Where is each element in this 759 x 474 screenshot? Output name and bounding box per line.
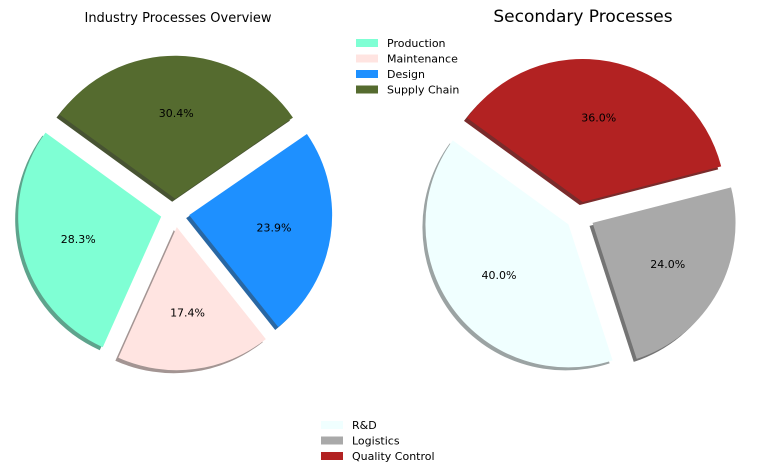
legend-swatch bbox=[321, 421, 343, 429]
slice-percent-label: 36.0% bbox=[581, 112, 616, 125]
chart-2-legend: R&D Logistics Quality Control bbox=[321, 419, 435, 463]
slice-percent-label: 40.0% bbox=[482, 269, 517, 282]
slice-percent-label: 23.9% bbox=[257, 222, 292, 235]
pie-slice-maintenance bbox=[118, 227, 266, 371]
legend-swatch bbox=[321, 452, 343, 460]
chart-1-title: Industry Processes Overview bbox=[84, 11, 271, 26]
chart-2-pie: 40.0% 24.0% 36.0% bbox=[422, 58, 736, 371]
legend-label: R&D bbox=[352, 419, 377, 432]
pie-slice-design bbox=[189, 133, 333, 327]
pie-slice-production bbox=[18, 132, 162, 348]
legend-swatch bbox=[356, 54, 378, 63]
pie-slice-supply-chain bbox=[59, 55, 293, 199]
slice-percent-label: 24.0% bbox=[650, 258, 685, 271]
legend-label: Supply Chain bbox=[387, 84, 459, 97]
pie-slice-quality-control bbox=[466, 58, 722, 202]
legend-label: Design bbox=[387, 68, 425, 81]
legend-label: Production bbox=[387, 37, 446, 50]
legend-swatch bbox=[356, 85, 378, 94]
legend-swatch bbox=[356, 39, 378, 47]
legend-label: Maintenance bbox=[387, 53, 458, 66]
chart-1-legend: Production Maintenance Design Supply Chain bbox=[356, 37, 459, 97]
slice-percent-label: 17.4% bbox=[170, 306, 205, 319]
pie-slice-logistics bbox=[592, 187, 736, 359]
legend-label: Logistics bbox=[352, 435, 400, 448]
chart-1-pie: 28.3% 17.4% 23.9% 30.4% bbox=[15, 55, 333, 374]
slice-percent-label: 30.4% bbox=[159, 107, 194, 120]
slice-percent-label: 28.3% bbox=[61, 233, 96, 246]
legend-label: Quality Control bbox=[352, 450, 435, 463]
legend-swatch bbox=[321, 436, 343, 445]
chart-2-title: Secondary Processes bbox=[493, 7, 672, 27]
legend-swatch bbox=[356, 70, 378, 78]
pie-slice-r-d bbox=[425, 140, 613, 368]
